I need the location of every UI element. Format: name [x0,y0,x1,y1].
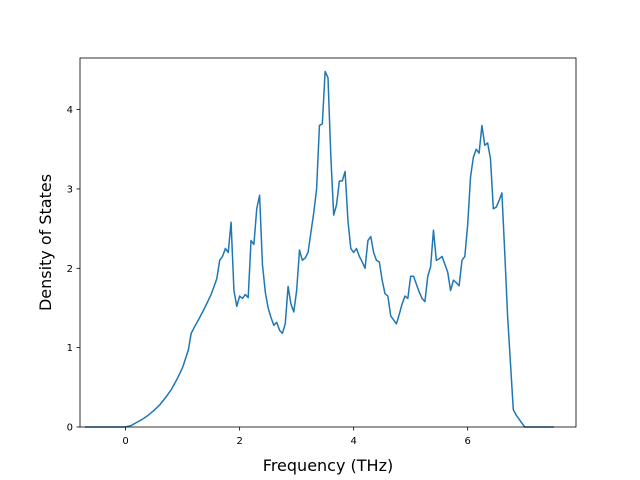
y-tick-label: 3 [67,185,73,196]
dos-series-line [84,70,554,428]
axes-frame [79,57,577,428]
axes: 0 2 4 6 0 1 2 3 4 [67,57,577,447]
x-tick-label: 2 [236,436,242,447]
y-axis-label: Density of States [36,174,55,311]
y-tick-label: 2 [67,264,73,275]
x-tick-label: 6 [464,436,470,447]
y-tick-label: 1 [67,343,73,354]
y-tick-label: 4 [67,105,73,116]
x-tick-label: 4 [350,436,356,447]
plot-area [84,70,554,428]
x-tick-label: 0 [122,436,128,447]
x-axis-label: Frequency (THz) [263,456,393,475]
y-tick-label: 0 [67,423,73,434]
